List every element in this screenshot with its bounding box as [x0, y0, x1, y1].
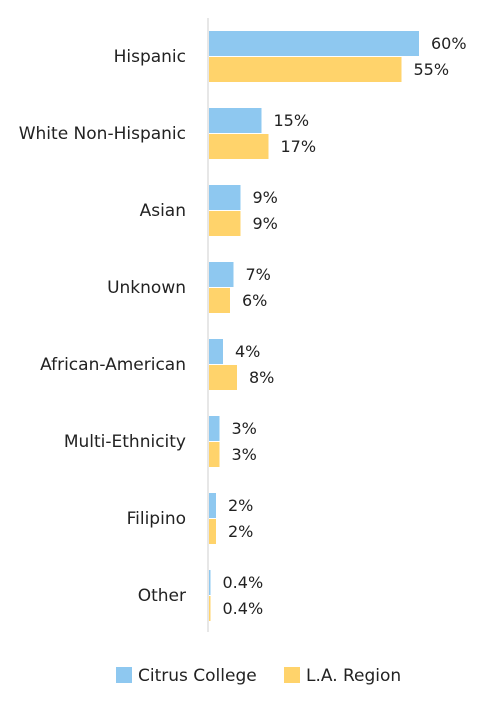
bar-citrus-college-other: [209, 570, 211, 595]
bar-l-a-region-filipino: [209, 519, 216, 544]
value-label-citrus-college-asian: 9%: [253, 188, 278, 207]
value-label-l-a-region-other: 0.4%: [223, 599, 264, 618]
value-label-citrus-college-multi-ethnicity: 3%: [232, 419, 257, 438]
category-label-other: Other: [138, 586, 186, 606]
bar-l-a-region-other: [209, 596, 211, 621]
bar-l-a-region-unknown: [209, 288, 230, 313]
category-label-multi-ethnicity: Multi-Ethnicity: [64, 432, 186, 452]
value-label-citrus-college-filipino: 2%: [228, 496, 253, 515]
bar-l-a-region-african-american: [209, 365, 237, 390]
value-label-citrus-college-african-american: 4%: [235, 342, 260, 361]
value-label-l-a-region-filipino: 2%: [228, 522, 253, 541]
bar-citrus-college-multi-ethnicity: [209, 416, 220, 441]
value-label-l-a-region-african-american: 8%: [249, 368, 274, 387]
category-label-filipino: Filipino: [127, 509, 186, 529]
value-label-citrus-college-other: 0.4%: [223, 573, 264, 592]
bar-l-a-region-hispanic: [209, 57, 402, 82]
legend: Citrus College L.A. Region: [116, 666, 401, 686]
bar-l-a-region-multi-ethnicity: [209, 442, 220, 467]
value-label-l-a-region-multi-ethnicity: 3%: [232, 445, 257, 464]
bar-citrus-college-hispanic: [209, 31, 419, 56]
value-label-citrus-college-hispanic: 60%: [431, 34, 467, 53]
bar-citrus-college-unknown: [209, 262, 234, 287]
bar-citrus-college-white-non-hispanic: [209, 108, 262, 133]
value-label-l-a-region-asian: 9%: [253, 214, 278, 233]
legend-label-citrus-college: Citrus College: [138, 666, 257, 686]
category-label-asian: Asian: [140, 201, 186, 221]
category-label-unknown: Unknown: [107, 278, 186, 298]
bar-l-a-region-white-non-hispanic: [209, 134, 269, 159]
value-label-citrus-college-white-non-hispanic: 15%: [274, 111, 310, 130]
bars-group: Hispanic 60% 55% White Non-Hispanic 15% 17% As…: [19, 31, 467, 621]
bar-l-a-region-asian: [209, 211, 241, 236]
legend-swatch-l-a-region: [284, 667, 300, 683]
value-label-l-a-region-unknown: 6%: [242, 291, 267, 310]
category-label-hispanic: Hispanic: [114, 47, 186, 67]
bar-citrus-college-filipino: [209, 493, 216, 518]
bar-citrus-college-asian: [209, 185, 241, 210]
value-label-l-a-region-white-non-hispanic: 17%: [281, 137, 317, 156]
bar-citrus-college-african-american: [209, 339, 223, 364]
legend-label-l-a-region: L.A. Region: [306, 666, 401, 686]
category-label-white-non-hispanic: White Non-Hispanic: [19, 124, 186, 144]
category-label-african-american: African-American: [40, 355, 186, 375]
value-label-citrus-college-unknown: 7%: [246, 265, 271, 284]
value-label-l-a-region-hispanic: 55%: [414, 60, 450, 79]
legend-swatch-citrus-college: [116, 667, 132, 683]
